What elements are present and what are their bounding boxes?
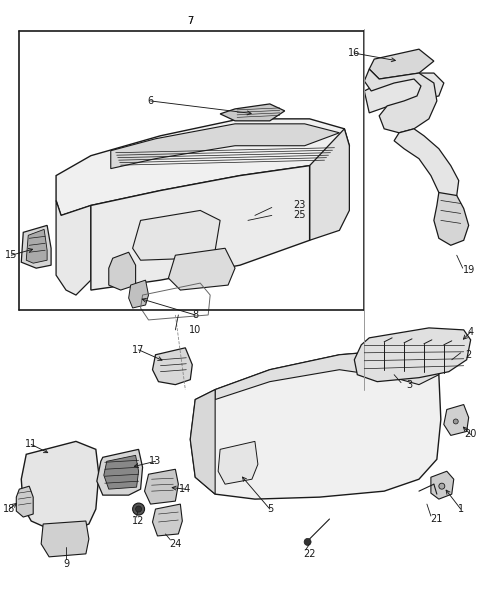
Polygon shape [354, 328, 471, 382]
Text: 9: 9 [63, 559, 69, 569]
Polygon shape [190, 390, 215, 494]
Polygon shape [21, 225, 51, 268]
Polygon shape [104, 455, 139, 489]
Text: 22: 22 [303, 549, 316, 559]
Polygon shape [144, 469, 179, 504]
Text: 4: 4 [468, 327, 474, 337]
Polygon shape [215, 350, 439, 400]
Polygon shape [109, 253, 136, 290]
Polygon shape [190, 350, 441, 499]
Text: 11: 11 [25, 439, 37, 450]
Polygon shape [153, 504, 182, 536]
Text: 1: 1 [457, 504, 464, 514]
Polygon shape [369, 49, 434, 79]
Text: 13: 13 [149, 456, 162, 466]
Text: 18: 18 [3, 504, 15, 514]
Text: 5: 5 [267, 504, 273, 514]
Polygon shape [56, 119, 349, 215]
Polygon shape [364, 69, 437, 133]
Polygon shape [132, 210, 220, 260]
Text: 7: 7 [187, 16, 193, 26]
Text: 25: 25 [293, 210, 306, 220]
Text: 19: 19 [463, 265, 475, 275]
Polygon shape [56, 201, 91, 295]
Polygon shape [444, 404, 468, 436]
Circle shape [304, 539, 311, 545]
Circle shape [136, 506, 142, 512]
Text: 10: 10 [189, 325, 202, 335]
Polygon shape [394, 129, 459, 201]
Polygon shape [111, 124, 339, 168]
Polygon shape [153, 348, 192, 385]
Text: 16: 16 [348, 48, 360, 58]
Polygon shape [41, 521, 89, 557]
Circle shape [453, 419, 458, 424]
Polygon shape [129, 280, 148, 308]
Circle shape [439, 483, 445, 489]
Text: 12: 12 [132, 516, 145, 526]
Polygon shape [168, 248, 235, 290]
Polygon shape [434, 193, 468, 245]
Text: 23: 23 [293, 201, 306, 210]
Text: 6: 6 [147, 96, 154, 106]
Polygon shape [97, 450, 143, 495]
Polygon shape [364, 73, 444, 113]
Text: 8: 8 [192, 310, 198, 320]
Polygon shape [26, 229, 47, 263]
Text: 14: 14 [179, 484, 192, 494]
Text: 15: 15 [5, 250, 17, 260]
Polygon shape [16, 486, 33, 517]
Text: 24: 24 [169, 539, 181, 549]
Polygon shape [431, 472, 454, 499]
Text: 21: 21 [431, 514, 443, 524]
Circle shape [132, 503, 144, 515]
Text: 17: 17 [132, 345, 145, 355]
Polygon shape [218, 442, 258, 484]
Text: 20: 20 [465, 429, 477, 439]
Polygon shape [91, 166, 310, 290]
Polygon shape [21, 442, 99, 529]
Text: 2: 2 [466, 350, 472, 360]
Text: 3: 3 [406, 379, 412, 390]
Polygon shape [220, 104, 285, 121]
Polygon shape [310, 129, 349, 240]
Text: 7: 7 [187, 16, 193, 26]
